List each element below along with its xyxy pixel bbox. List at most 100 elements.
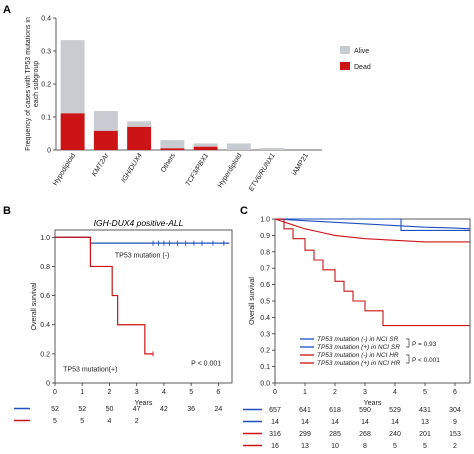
x-category-label: KMT2Ar — [91, 152, 111, 178]
p-value-sr: P = 0.93 — [412, 341, 437, 348]
bar-alive — [93, 111, 118, 131]
risk-table-cell: 13 — [301, 443, 309, 450]
x-category-label: TCF3/PBX1 — [185, 152, 211, 187]
risk-table-cell: 14 — [271, 419, 279, 426]
risk-table-cell: 201 — [419, 431, 431, 438]
x-category-label: ETV6/RUNX1 — [248, 152, 277, 192]
y-tick-label: 0.1 — [260, 364, 270, 371]
survival-chart-panel-c: 0.0 0.1 0.2 0.3 0.4 0.5 0.6 0.7 0.8 0.9 1.0 0 1 2 3 4 5 6… — [243, 217, 471, 450]
x-tick-label: 3 — [135, 389, 139, 396]
y-tick-label: 0.8 — [40, 264, 50, 271]
y-tick-label: 1.0 — [40, 235, 50, 242]
y-tick-label: 0.6 — [260, 282, 270, 289]
y-tick-label: 0.8 — [260, 249, 270, 256]
risk-table-cell: 14 — [331, 419, 339, 426]
x-category-label: Hypodiploid — [52, 152, 77, 187]
x-tick-label: 4 — [393, 389, 397, 396]
risk-table-cell: 52 — [51, 406, 59, 413]
y-tick-label: 0.3 — [260, 331, 270, 338]
x-tick-label: 5 — [189, 389, 193, 396]
chart-title: IGH-DUX4 positive-ALL — [94, 218, 184, 228]
y-axis-title: Frequency of cases with TP53 mutations i… — [25, 17, 40, 151]
risk-table-cell: 316 — [269, 431, 281, 438]
legend-label: Dead — [354, 64, 371, 71]
panel-letter-a: A — [3, 4, 11, 16]
bar-dead — [193, 146, 218, 150]
risk-table-cell: 52 — [78, 406, 86, 413]
y-tick-label: 0.1 — [41, 115, 51, 122]
y-axis-title: Overall survival — [31, 282, 38, 330]
label-tp53-positive: TP53 mutation(+) — [63, 366, 117, 373]
bar-alive — [260, 148, 285, 150]
risk-table-cell: 14 — [391, 419, 399, 426]
km-curve — [274, 218, 470, 243]
km-curve — [275, 218, 470, 232]
bar-dead — [60, 113, 85, 150]
risk-table-cell: 2 — [135, 418, 139, 425]
bar-dead — [93, 130, 118, 150]
bracket-sr — [406, 338, 410, 348]
plot-frame — [54, 229, 233, 384]
risk-table-cell: 299 — [299, 431, 311, 438]
panel-letter-b: B — [3, 205, 11, 217]
km-curve — [274, 218, 471, 230]
risk-table-cell: 24 — [214, 406, 222, 413]
survival-chart-panel-b: IGH-DUX4 positive-ALL 0 0.2 0.4 0.6 0.8 1.0 0 1 2… — [14, 218, 233, 425]
x-category-label: iAMP21 — [291, 152, 310, 177]
risk-table-cell: 657 — [269, 407, 281, 414]
risk-table-cell: 47 — [133, 406, 141, 413]
legend-label: Alive — [354, 48, 369, 55]
bar-alive — [160, 140, 185, 149]
risk-table-cell: 4 — [108, 418, 112, 425]
risk-table-cell: 9 — [453, 419, 457, 426]
x-tick-label: 4 — [162, 389, 166, 396]
y-tick-label: 0.7 — [260, 266, 270, 273]
y-tick-label: 0.0 — [260, 381, 270, 388]
y-tick-label: 0.9 — [260, 233, 270, 240]
y-tick-label: 0.4 — [40, 322, 50, 329]
km-curve — [55, 236, 230, 244]
x-category-label: Hyperdiploid — [217, 152, 244, 189]
legend-swatch — [340, 62, 350, 70]
x-axis-title: Years — [364, 400, 382, 407]
risk-table-cell: 10 — [331, 443, 339, 450]
y-tick-label: 0 — [47, 148, 51, 155]
y-tick-label: 0 — [46, 381, 50, 388]
x-tick-label: 2 — [108, 389, 112, 396]
x-category-label: IGH/DUX4 — [120, 152, 144, 184]
risk-table-cell: 529 — [389, 407, 401, 414]
x-tick-label: 3 — [363, 389, 367, 396]
bar-alive — [193, 143, 218, 147]
bracket-hr — [406, 354, 410, 364]
risk-table-cell: 14 — [301, 419, 309, 426]
x-tick-label: 0 — [53, 389, 57, 396]
risk-table-cell: 42 — [160, 406, 168, 413]
y-tick-label: 0.2 — [41, 82, 51, 89]
panel-letter-c: C — [240, 205, 248, 217]
risk-table-cell: 36 — [187, 406, 195, 413]
risk-table-cell: 13 — [421, 419, 429, 426]
risk-table-cell: 153 — [449, 431, 461, 438]
x-tick-label: 5 — [423, 389, 427, 396]
y-axis-title: Overall survival — [249, 277, 256, 325]
risk-table-cell: 285 — [329, 431, 341, 438]
y-axis-title-line: each subgroup — [33, 61, 40, 107]
x-tick-label: 0 — [273, 389, 277, 396]
y-axis-title-line: Frequency of cases with TP53 mutations i… — [25, 17, 32, 151]
y-tick-label: 0.2 — [260, 348, 270, 355]
legend-label: TP53 mutation (+) in NCI HR — [317, 360, 401, 367]
label-tp53-negative: TP53 mutation (-) — [115, 253, 169, 260]
bar-dead — [127, 126, 152, 150]
legend-label: TP53 mutation (-) in NCI SR — [317, 336, 399, 343]
risk-table-cell: 16 — [271, 443, 279, 450]
y-tick-label: 0.2 — [40, 351, 50, 358]
x-axis-title: Years — [135, 400, 153, 407]
risk-table-cell: 240 — [389, 431, 401, 438]
risk-table-cell: 618 — [329, 407, 341, 414]
risk-table-cell: 5 — [53, 418, 57, 425]
risk-table-cell: 14 — [361, 419, 369, 426]
risk-table-cell: 431 — [419, 407, 431, 414]
y-tick-label: 0.6 — [40, 293, 50, 300]
risk-table-cell: 5 — [80, 418, 84, 425]
